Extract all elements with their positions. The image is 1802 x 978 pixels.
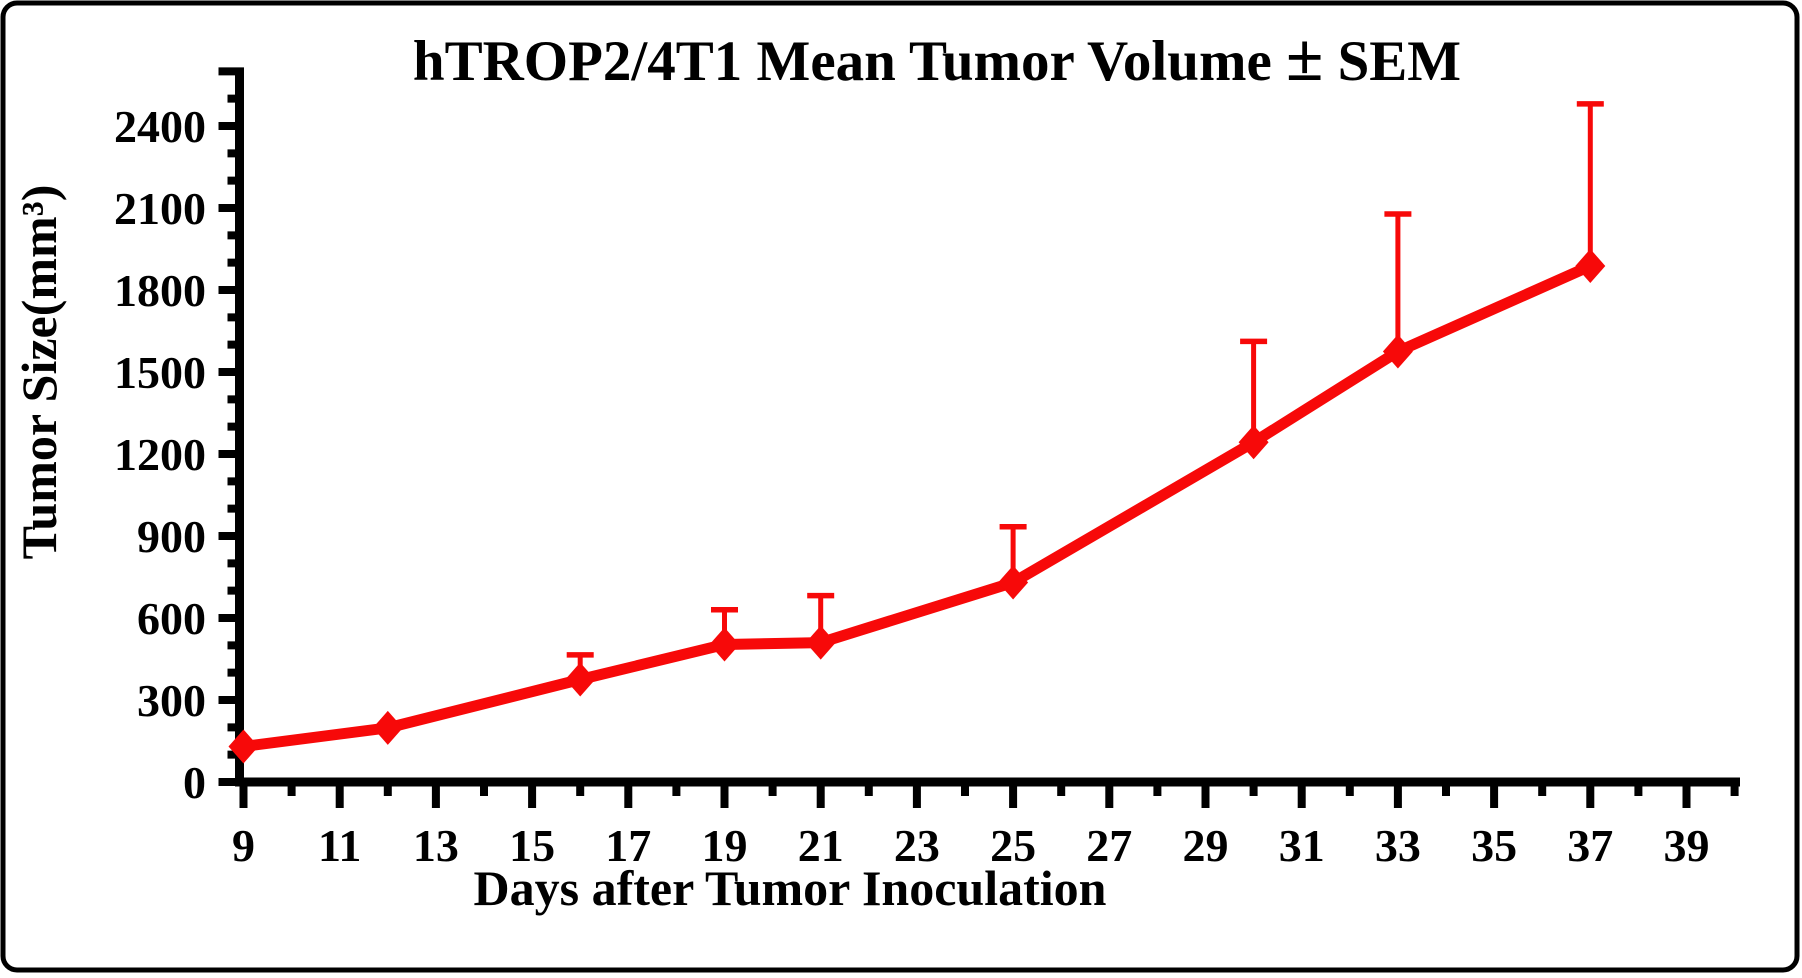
- x-tick-label: 31: [1279, 820, 1325, 871]
- sem-error-bars: [566, 101, 1604, 680]
- diamond-marker: [709, 627, 740, 662]
- x-tick-label: 23: [894, 820, 940, 871]
- data-point-markers: [228, 248, 1606, 764]
- y-tick-label: 900: [137, 511, 206, 562]
- y-tick-label: 1800: [114, 265, 206, 316]
- x-tick-label: 29: [1183, 820, 1229, 871]
- diamond-marker: [805, 625, 836, 660]
- diamond-marker: [372, 710, 403, 745]
- y-tick-label: 2100: [114, 183, 206, 234]
- y-tick-label: 2400: [114, 101, 206, 152]
- x-tick-label: 35: [1471, 820, 1517, 871]
- x-tick-label: 21: [798, 820, 844, 871]
- x-tick-label: 33: [1375, 820, 1421, 871]
- x-axis: 9 11 13 15 17 19 21 23 25 27 29 31 33 35 37 39: [232, 777, 1740, 871]
- diamond-marker: [998, 565, 1029, 600]
- x-tick-label: 17: [605, 820, 651, 871]
- x-tick-label: 11: [318, 820, 361, 871]
- diamond-marker: [1382, 334, 1413, 369]
- diamond-marker: [565, 662, 596, 697]
- x-tick-label: 25: [990, 820, 1036, 871]
- x-tick-label: 37: [1567, 820, 1613, 871]
- x-tick-label: 15: [509, 820, 555, 871]
- x-tick-label: 19: [702, 820, 748, 871]
- y-tick-label: 0: [183, 757, 206, 808]
- x-tick-label: 27: [1086, 820, 1132, 871]
- y-axis: 0 300 600 900 1200 1500 1800 2100 2400: [114, 67, 244, 808]
- series-line: [242, 260, 1593, 752]
- y-axis-label: Tumor Size(mm³): [11, 185, 67, 560]
- diamond-marker: [1238, 425, 1269, 460]
- x-tick-label: 39: [1664, 820, 1710, 871]
- diamond-marker: [1575, 248, 1606, 283]
- x-axis-label: Days after Tumor Inoculation: [474, 860, 1107, 916]
- y-tick-label: 1500: [114, 347, 206, 398]
- y-tick-label: 600: [137, 593, 206, 644]
- y-tick-label: 1200: [114, 429, 206, 480]
- diamond-marker: [228, 729, 259, 764]
- x-tick-label: 9: [232, 820, 255, 871]
- x-tick-label: 13: [413, 820, 459, 871]
- y-tick-label: 300: [137, 675, 206, 726]
- chart-title: hTROP2/4T1 Mean Tumor Volume ± SEM: [413, 19, 1461, 95]
